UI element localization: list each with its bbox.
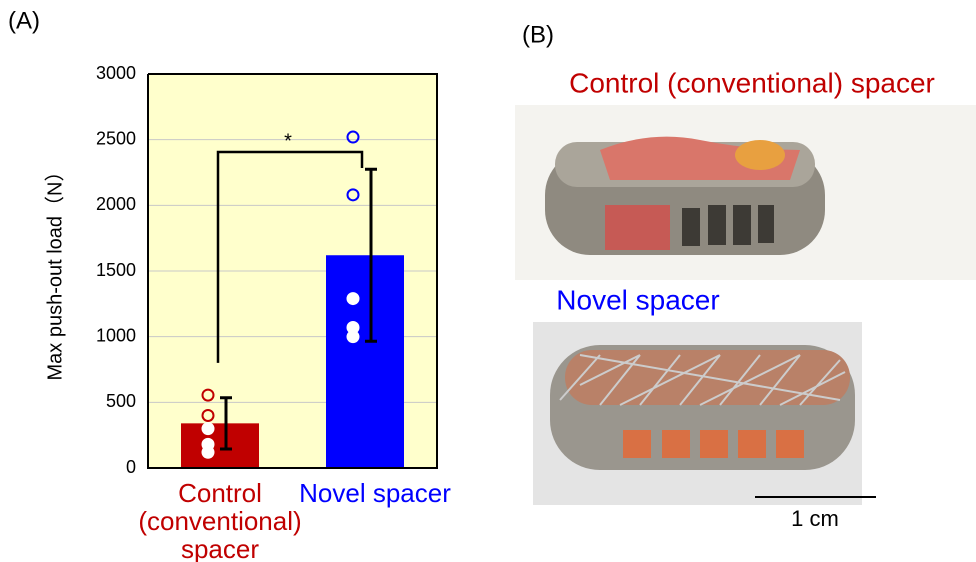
panel-label: (B) [522, 21, 554, 48]
data-point [201, 408, 215, 422]
scale-label: 1 cm [791, 506, 839, 531]
y-tick-label: 1500 [96, 260, 136, 280]
error-bar [365, 167, 377, 343]
panel-label: (A) [8, 7, 40, 34]
y-tick-label: 500 [106, 391, 136, 411]
photo-label: Novel spacer [556, 284, 719, 315]
y-tick-label: 2500 [96, 128, 136, 148]
data-point [346, 330, 360, 344]
data-point [346, 130, 360, 144]
y-tick-label: 0 [126, 457, 136, 477]
photo-novel [533, 322, 862, 505]
data-point [201, 445, 215, 459]
data-point [201, 422, 215, 436]
photo-label: Control (conventional) spacer [569, 67, 935, 98]
x-tick-label: Control (conventional) spacer [138, 478, 302, 562]
y-tick-label: 1000 [96, 325, 136, 345]
x-tick-label: Novel spacer [299, 478, 451, 508]
y-tick-label: 2000 [96, 194, 136, 214]
data-point [346, 188, 360, 202]
y-tick-label: 3000 [96, 63, 136, 83]
significance-bracket [216, 150, 364, 363]
y-axis-label: Max push-out load（N） [43, 162, 66, 381]
data-point [346, 292, 360, 306]
data-point [201, 388, 215, 402]
photo-control [515, 105, 976, 280]
bar [181, 423, 259, 468]
error-bar [220, 396, 232, 451]
significance-label: * [284, 130, 292, 152]
axes [147, 73, 438, 469]
bar [326, 255, 404, 468]
